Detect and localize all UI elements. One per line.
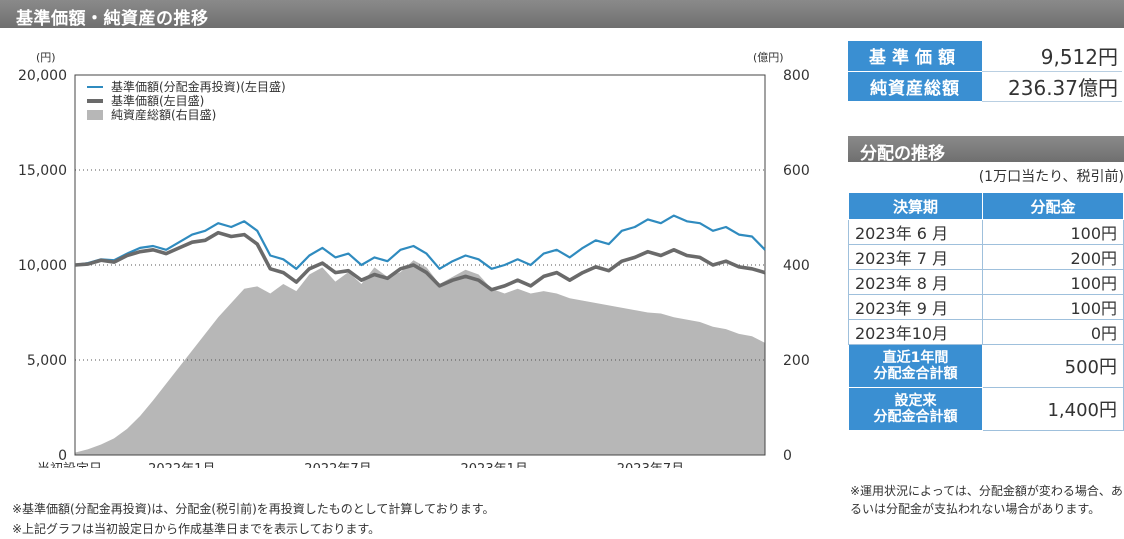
table-row: 2023年 6 月 100円 <box>848 219 1124 245</box>
aum-value: 236.37億円 <box>982 71 1122 102</box>
distribution-note: ※運用状況によっては、分配金額が変わる場合、あるいは分配金が支払われない場合があ… <box>850 484 1123 516</box>
x-tick-label: 2022年1月 <box>148 462 215 468</box>
since-total-label-line2: 分配金合計額 <box>873 409 958 425</box>
right-tick-label: 800 <box>783 68 810 84</box>
distribution-header-row: 決算期 分配金 <box>848 192 1124 220</box>
section-title: 基準価額・純資産の推移 <box>16 9 209 29</box>
right-tick-label: 600 <box>783 163 810 179</box>
legend-entry: 基準価額(左目盛) <box>111 93 204 108</box>
x-tick-label: 当初設定日 <box>37 461 102 468</box>
nav-line <box>74 230 766 292</box>
legend-entry: 純資産総額(右目盛) <box>111 107 216 122</box>
amount-cell: 100円 <box>982 294 1124 320</box>
distribution-table: 決算期 分配金 2023年 6 月 100円 2023年 7 月 200円 20… <box>848 192 1124 431</box>
period-cell: 2023年10月 <box>848 319 983 345</box>
table-row: 2023年 9 月 100円 <box>848 294 1124 320</box>
amount-cell: 100円 <box>982 219 1124 245</box>
left-tick-label: 15,000 <box>18 163 67 179</box>
footnote-period: ※上記グラフは当初設定日から作成基準日までを表示しております。 <box>12 522 381 536</box>
right-axis-unit: (億円) <box>753 51 784 64</box>
aum-row: 純資産総額 236.37億円 <box>848 71 1122 102</box>
table-row: 2023年10月 0円 <box>848 319 1124 345</box>
net-assets-area <box>75 260 765 455</box>
amount-cell: 200円 <box>982 244 1124 270</box>
nav-reinvested-line <box>74 214 766 270</box>
left-tick-label: 20,000 <box>18 68 67 84</box>
recent-total-value: 500円 <box>982 344 1124 388</box>
nav-summary-table: 基準価額 9,512円 純資産総額 236.37億円 <box>848 41 1122 102</box>
right-tick-label: 200 <box>783 353 810 369</box>
col-amount-header: 分配金 <box>982 192 1124 220</box>
table-row: 2023年 7 月 200円 <box>848 244 1124 270</box>
left-tick-label: 0 <box>58 448 67 464</box>
since-total-label: 設定来 分配金合計額 <box>848 387 983 431</box>
recent-total-row: 直近1年間 分配金合計額 500円 <box>848 344 1124 388</box>
right-tick-label: 400 <box>783 258 810 274</box>
legend-swatch-area <box>87 110 103 120</box>
distribution-title: 分配の推移 <box>848 136 1124 164</box>
aum-label: 純資産総額 <box>848 71 982 102</box>
footnote-reinvest: ※基準価額(分配金再投資)は、分配金(税引前)を再投資したものとして計算しており… <box>12 502 495 516</box>
x-tick-label: 2022年7月 <box>304 462 371 468</box>
since-inception-row: 設定来 分配金合計額 1,400円 <box>848 387 1124 431</box>
period-cell: 2023年 6 月 <box>848 219 983 245</box>
legend-entry: 基準価額(分配金再投資)(左目盛) <box>111 79 286 94</box>
nav-value: 9,512円 <box>982 41 1122 72</box>
nav-aum-chart: 0 5,000 10,000 15,000 20,000 0 200 400 600 800 (円)… <box>18 51 810 468</box>
left-tick-label: 5,000 <box>27 353 67 369</box>
nav-label: 基準価額 <box>848 41 982 72</box>
amount-cell: 0円 <box>982 319 1124 345</box>
section-title-bar: 基準価額・純資産の推移 <box>0 0 1124 29</box>
col-period-header: 決算期 <box>848 192 983 220</box>
recent-total-label: 直近1年間 分配金合計額 <box>848 344 983 388</box>
right-tick-label: 0 <box>783 448 792 464</box>
left-tick-label: 10,000 <box>18 258 67 274</box>
recent-total-label-line1: 直近1年間 <box>882 350 949 366</box>
distribution-subtitle: (1万口当たり、税引前) <box>978 169 1124 185</box>
since-total-label-line1: 設定来 <box>894 393 937 409</box>
since-total-value: 1,400円 <box>982 387 1124 431</box>
nav-row: 基準価額 9,512円 <box>848 41 1122 72</box>
recent-total-label-line2: 分配金合計額 <box>873 366 958 382</box>
x-tick-label: 2023年1月 <box>461 462 528 468</box>
period-cell: 2023年 8 月 <box>848 269 983 295</box>
amount-cell: 100円 <box>982 269 1124 295</box>
period-cell: 2023年 9 月 <box>848 294 983 320</box>
table-row: 2023年 8 月 100円 <box>848 269 1124 295</box>
period-cell: 2023年 7 月 <box>848 244 983 270</box>
left-axis-unit: (円) <box>36 51 56 64</box>
